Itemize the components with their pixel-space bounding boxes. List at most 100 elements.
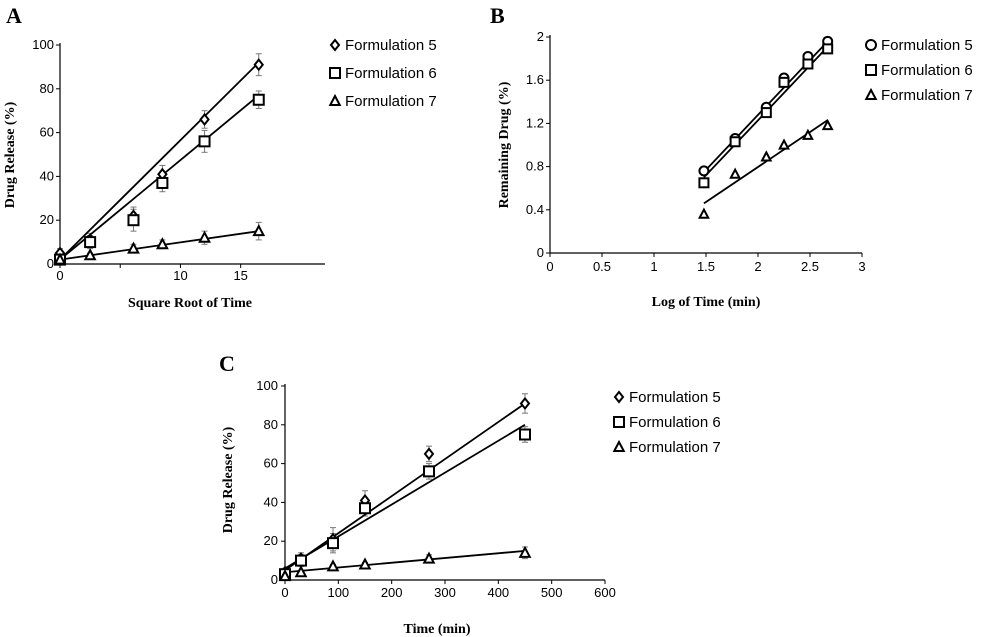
legend-item-c-s1: Formulation 6 xyxy=(613,414,721,431)
legend-marker-c-s2 xyxy=(612,439,626,452)
legend-label-a-s2: Formulation 7 xyxy=(345,93,437,110)
data-point-a-s2 xyxy=(198,230,211,243)
x-tick-label-c: 400 xyxy=(487,585,509,600)
legend-label-c-s1: Formulation 6 xyxy=(629,414,721,431)
data-point-c-s0 xyxy=(423,447,435,461)
x-tick-label-b: 0 xyxy=(546,259,553,274)
data-point-c-s1 xyxy=(327,537,339,550)
y-tick-label-a: 0 xyxy=(47,256,54,271)
legend-marker-b-s1 xyxy=(865,64,877,76)
data-point-c-s1 xyxy=(423,465,435,478)
x-tick-label-b: 2 xyxy=(754,259,761,274)
legend-item-b-s0: Formulation 5 xyxy=(865,37,973,54)
legend-item-a-s1: Formulation 6 xyxy=(329,65,437,82)
y-tick-label-a: 20 xyxy=(40,212,54,227)
legend-marker-a-s0 xyxy=(329,38,341,52)
data-point-a-s1 xyxy=(156,176,169,189)
data-points-a xyxy=(53,58,266,266)
legend-item-b-s1: Formulation 6 xyxy=(865,62,973,79)
legend-b: Formulation 5 Formulation 6 Formulation 7 xyxy=(864,37,973,104)
legend-marker-b-s2 xyxy=(864,87,878,100)
panel-label-b: B xyxy=(490,3,505,28)
fit-line-c-s2 xyxy=(284,550,526,574)
y-tick-label-a: 80 xyxy=(40,81,54,96)
data-point-c-s1 xyxy=(295,554,307,567)
panel-label-a: A xyxy=(6,3,22,28)
data-point-b-s2 xyxy=(801,128,814,140)
x-tick-label-b: 3 xyxy=(858,259,865,274)
data-point-b-s1 xyxy=(802,58,814,70)
fit-lines-c xyxy=(284,402,526,574)
data-point-a-s2 xyxy=(252,224,266,237)
x-axis-title-b: Log of Time (min) xyxy=(652,295,761,310)
y-tick-label-a: 100 xyxy=(32,37,54,52)
x-axis-title-a: Square Root of Time xyxy=(128,296,252,311)
y-tick-label-b: 0.4 xyxy=(526,202,544,217)
legend-marker-b-s0 xyxy=(865,39,877,51)
data-point-c-s1 xyxy=(359,502,371,515)
data-point-a-s1 xyxy=(252,93,265,106)
y-tick-label-b: 1.6 xyxy=(526,72,544,87)
data-point-c-s1 xyxy=(519,428,531,441)
legend-label-b-s0: Formulation 5 xyxy=(881,37,973,54)
y-tick-label-b: 0 xyxy=(537,245,544,260)
legend-c: Formulation 5 Formulation 6 Formulation 7 xyxy=(612,389,721,456)
chart-panel-c: C 0 20 40 60 80 100 0 100 200 300 400 500 600 Time (… xyxy=(219,351,721,637)
y-tick-label-c: 60 xyxy=(264,456,278,471)
x-tick-label-c: 500 xyxy=(541,585,563,600)
data-points-b xyxy=(697,35,834,219)
axes-b: 0 0.4 0.8 1.2 1.6 2 0 0.5 1 1.5 2 2.5 3 xyxy=(526,29,866,274)
data-points-c xyxy=(278,396,532,582)
x-tick-label-c: 0 xyxy=(281,585,288,600)
data-point-c-s2 xyxy=(518,545,532,558)
y-tick-label-b: 1.2 xyxy=(526,115,544,130)
legend-item-b-s2: Formulation 7 xyxy=(864,87,973,104)
data-point-c-s2 xyxy=(422,551,436,564)
data-point-a-s2 xyxy=(83,248,97,261)
x-tick-label-c: 300 xyxy=(434,585,456,600)
fit-line-c-s1 xyxy=(284,424,526,570)
x-tick-label-b: 0.5 xyxy=(593,259,611,274)
data-point-a-s2 xyxy=(127,241,140,254)
legend-label-b-s1: Formulation 6 xyxy=(881,62,973,79)
y-tick-label-b: 2 xyxy=(537,29,544,44)
x-tick-label-a: 10 xyxy=(173,268,187,283)
data-point-a-s0 xyxy=(199,112,210,127)
y-axis-title-a: Drug Release (%) xyxy=(3,101,18,208)
legend-label-c-s2: Formulation 7 xyxy=(629,439,721,456)
y-tick-label-c: 40 xyxy=(264,494,278,509)
legend-marker-a-s2 xyxy=(328,93,342,106)
legend-marker-c-s1 xyxy=(613,416,625,428)
legend-label-c-s0: Formulation 5 xyxy=(629,389,721,406)
data-point-b-s2 xyxy=(697,207,710,219)
panel-label-c: C xyxy=(219,351,235,376)
y-tick-label-b: 0.8 xyxy=(526,159,544,174)
axes-a: 0 20 40 60 80 100 0 10 15 xyxy=(32,37,325,283)
data-point-b-s2 xyxy=(821,118,834,131)
data-point-c-s2 xyxy=(358,557,372,570)
legend-label-a-s0: Formulation 5 xyxy=(345,37,437,54)
y-tick-label-c: 0 xyxy=(271,572,278,587)
x-tick-label-b: 1.5 xyxy=(697,259,715,274)
y-tick-label-c: 20 xyxy=(264,533,278,548)
legend-item-a-s2: Formulation 7 xyxy=(328,93,437,110)
y-axis-title-c: Drug Release (%) xyxy=(221,426,236,533)
data-point-a-s1 xyxy=(198,135,211,148)
data-point-b-s0 xyxy=(698,165,710,177)
data-point-b-s2 xyxy=(778,138,790,150)
fit-lines-a xyxy=(59,61,260,261)
data-point-a-s1 xyxy=(127,214,140,227)
x-tick-label-c: 200 xyxy=(381,585,403,600)
x-tick-label-b: 1 xyxy=(650,259,657,274)
data-point-c-s2 xyxy=(294,565,308,578)
legend-marker-c-s0 xyxy=(613,390,625,404)
x-tick-label-c: 100 xyxy=(327,585,349,600)
y-tick-label-c: 80 xyxy=(264,417,278,432)
data-point-b-s1 xyxy=(729,136,741,148)
y-axis-title-b: Remaining Drug (%) xyxy=(497,81,512,208)
x-tick-label-a: 0 xyxy=(56,268,63,283)
fit-line-a-s0 xyxy=(59,61,260,261)
chart-panel-b: B 0 0.4 0.8 1.2 1.6 2 0 0.5 1 1.5 2 2.5 3 Log of Tim… xyxy=(490,3,973,310)
